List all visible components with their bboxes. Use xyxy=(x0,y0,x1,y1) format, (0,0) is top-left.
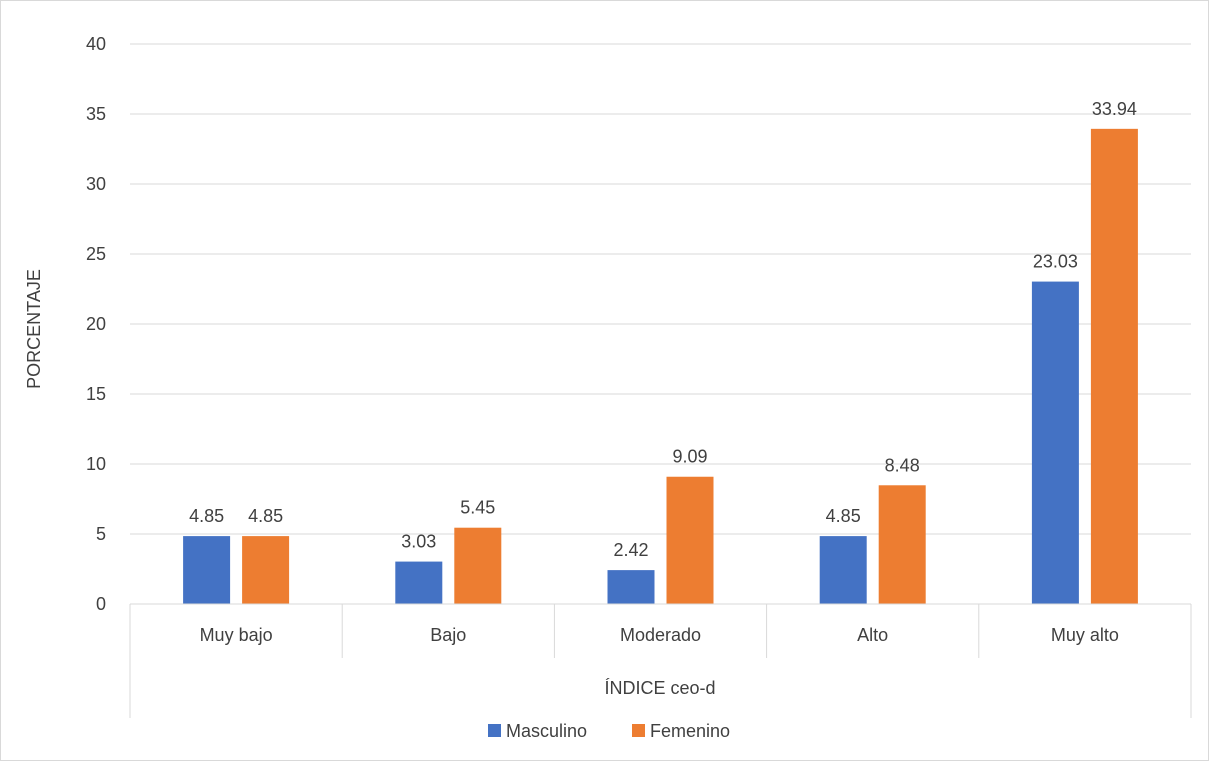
data-label: 2.42 xyxy=(613,540,648,560)
y-tick-label: 40 xyxy=(86,34,106,54)
y-tick-label: 30 xyxy=(86,174,106,194)
y-axis-title: PORCENTAJE xyxy=(24,269,44,389)
y-axis-ticks: 0 5 10 15 20 25 30 35 40 xyxy=(86,34,106,614)
x-tick-label: Muy alto xyxy=(1051,625,1119,645)
legend-label-femenino: Femenino xyxy=(650,721,730,741)
data-label: 33.94 xyxy=(1092,99,1137,119)
data-labels: 4.85 4.85 3.03 5.45 2.42 9.09 4.85 8.48 23.03 33.… xyxy=(189,99,1137,560)
y-tick-label: 35 xyxy=(86,104,106,124)
legend-swatch-femenino xyxy=(632,724,645,737)
y-tick-label: 0 xyxy=(96,594,106,614)
legend-label-masculino: Masculino xyxy=(506,721,587,741)
bars xyxy=(183,128,1138,604)
x-tick-label: Alto xyxy=(857,625,888,645)
bar-masculino-4 xyxy=(1031,281,1079,604)
category-axis: Muy bajo Bajo Moderado Alto Muy alto xyxy=(129,603,1192,718)
bar-masculino-1 xyxy=(395,561,443,604)
data-label: 5.45 xyxy=(460,498,495,518)
bar-masculino-0 xyxy=(183,536,231,604)
legend-swatch-masculino xyxy=(488,724,501,737)
x-tick-label: Bajo xyxy=(430,625,466,645)
bar-femenino-4 xyxy=(1090,128,1138,604)
bar-femenino-0 xyxy=(242,536,290,604)
x-tick-label: Muy bajo xyxy=(200,625,273,645)
data-label: 8.48 xyxy=(885,455,920,475)
bar-masculino-2 xyxy=(607,570,655,604)
y-tick-label: 5 xyxy=(96,524,106,544)
x-tick-label: Moderado xyxy=(620,625,701,645)
data-label: 23.03 xyxy=(1033,252,1078,272)
bar-femenino-3 xyxy=(878,485,926,604)
legend: Masculino Femenino xyxy=(488,721,730,741)
bar-femenino-1 xyxy=(454,527,502,604)
y-tick-label: 15 xyxy=(86,384,106,404)
y-tick-label: 20 xyxy=(86,314,106,334)
bar-femenino-2 xyxy=(666,476,714,604)
y-tick-label: 10 xyxy=(86,454,106,474)
bar-masculino-3 xyxy=(819,536,867,604)
data-label: 4.85 xyxy=(189,506,224,526)
y-tick-label: 25 xyxy=(86,244,106,264)
data-label: 3.03 xyxy=(401,532,436,552)
x-axis-title: ÍNDICE ceo-d xyxy=(604,678,715,698)
data-label: 9.09 xyxy=(672,447,707,467)
data-label: 4.85 xyxy=(826,506,861,526)
data-label: 4.85 xyxy=(248,506,283,526)
